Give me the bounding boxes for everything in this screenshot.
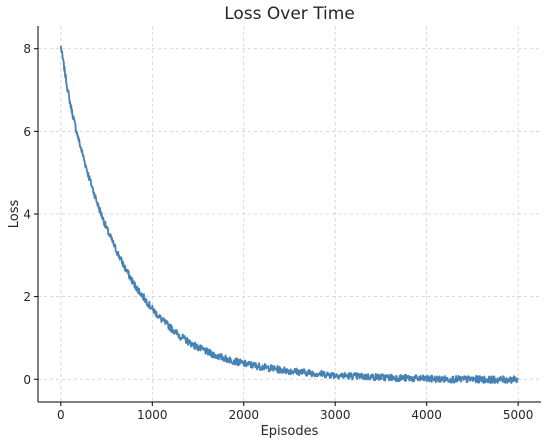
x-axis-label: Episodes [261, 424, 319, 439]
loss-series-line [59, 45, 519, 385]
y-tick-label: 8 [23, 42, 31, 56]
x-tick-label: 4000 [411, 408, 442, 422]
grid [38, 26, 541, 402]
ticks: 0 1000 2000 3000 4000 5000 0 2 4 6 8 [23, 42, 533, 422]
x-tick-label: 0 [57, 408, 65, 422]
y-tick-label: 4 [23, 208, 31, 222]
y-tick-label: 2 [23, 290, 31, 304]
x-tick-label: 5000 [503, 408, 534, 422]
chart-title: Loss Over Time [224, 4, 355, 24]
x-tick-label: 3000 [320, 408, 351, 422]
y-axis-label: Loss [7, 200, 22, 229]
y-tick-label: 6 [23, 125, 31, 139]
x-tick-label: 1000 [137, 408, 168, 422]
series-layer [59, 45, 519, 385]
y-tick-label: 0 [23, 373, 31, 387]
x-tick-label: 2000 [228, 408, 259, 422]
